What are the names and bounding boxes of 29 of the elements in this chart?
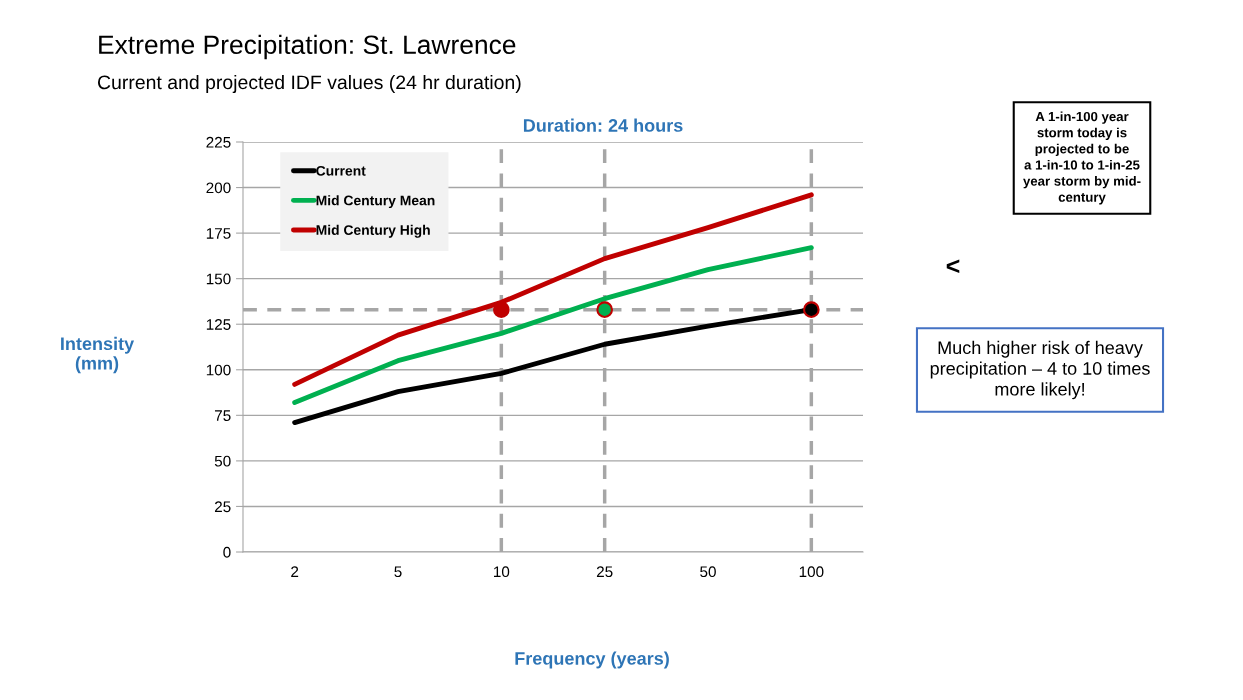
y-tick-label: 0 (223, 546, 231, 558)
line-series (292, 245, 814, 406)
y-axis-title: Intensity (mm) (61, 336, 135, 374)
y-tick-label: 225 (206, 136, 231, 148)
x-tick-label: 10 (494, 566, 510, 578)
line-series (292, 192, 814, 387)
y-tick-label: 50 (214, 455, 231, 467)
y-tick-label: 200 (206, 182, 231, 194)
x-tick-label: 100 (799, 566, 824, 578)
x-tick-label: 50 (700, 566, 716, 578)
x-axis-title: Frequency (years) (515, 651, 669, 669)
y-tick-label: 125 (206, 319, 231, 330)
text: A 1-in-100 year storm today is projected to be a 1-in-10 to 1-in-25 year storm by mid- century (1023, 111, 1141, 205)
chart-title: Extreme Precipitation: St. Lawrence (99, 34, 516, 60)
text: Much higher risk of heavy precipitation – 4 to 10 times more likely! (930, 340, 1150, 400)
y-tick-label: 75 (214, 410, 231, 422)
text: < (946, 259, 960, 273)
x-tick-label: 2 (291, 566, 299, 577)
x-tick-label: 25 (596, 566, 613, 578)
y-tick-label: 25 (214, 501, 231, 513)
chart-subtitle: Current and projected IDF values (24 hr duration) (97, 74, 521, 94)
legend-label: Current (316, 165, 366, 176)
text: Duration: 24 hours (523, 118, 683, 132)
legend-label: Mid Century Mean (316, 195, 435, 209)
x-tick-label: 5 (394, 566, 402, 578)
legend-label: Mid Century High (316, 224, 430, 238)
y-tick-label: 100 (206, 364, 231, 376)
y-tick-label: 175 (206, 228, 231, 239)
y-tick-label: 150 (206, 273, 231, 285)
